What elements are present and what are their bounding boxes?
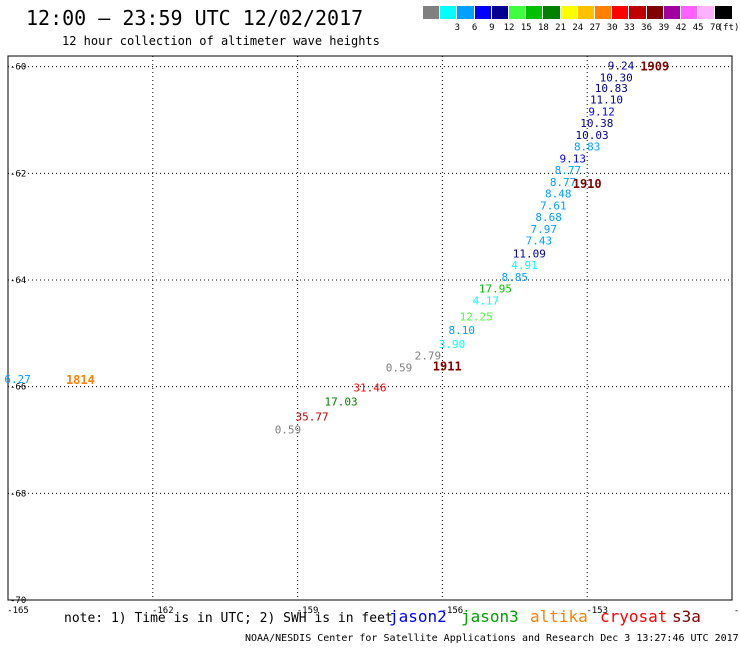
satellite-legend-item: jason2 [389,607,447,626]
wave-height-point: 0.59 [386,361,413,374]
scale-label: 3 [454,23,461,33]
wave-height-point: 11.09 [513,247,546,260]
pass-time-label: 1814 [66,373,95,387]
wave-height-point: 8.77 [555,164,582,177]
y-tick-label: -62 [10,169,26,179]
scale-swatch [440,6,458,19]
scale-swatch [612,6,630,19]
wave-height-point: 0.59 [275,423,302,436]
scale-label: 12 [503,23,515,33]
wave-height-point: 8.48 [545,188,572,201]
scale-label: 30 [606,23,618,33]
scale-swatch [423,6,441,19]
chart-subtitle: 12 hour collection of altimeter wave hei… [62,34,380,48]
x-tick-label: -15 [734,606,740,616]
wave-height-point: 8.77 [550,176,577,189]
wave-height-point: 10.30 [600,71,633,84]
units-note: note: 1) Time is in UTC; 2) SWH is in fe… [64,611,393,626]
y-tick-label: -68 [10,489,26,499]
pass-time-label: 1910 [573,177,602,191]
scale-label: 42 [675,23,687,33]
scale-label: 6 [471,23,478,33]
scale-unit: (ft) [717,23,740,33]
wave-height-point: 7.43 [526,235,553,248]
x-tick-label: -156 [442,606,464,616]
wave-height-point: 10.83 [595,82,628,95]
wave-height-point: 4.91 [511,259,538,272]
wave-height-point: 9.13 [559,152,586,165]
scale-swatch [629,6,647,19]
wave-height-point: 9.12 [588,105,615,118]
scale-swatch [509,6,527,19]
scale-swatch [543,6,561,19]
wave-height-point: 10.03 [575,129,608,142]
wave-height-point: 7.97 [531,223,558,236]
scale-label: 15 [520,23,532,33]
wave-height-point: 4.17 [473,294,500,307]
wave-height-point: 8.83 [574,141,601,154]
scale-label: 24 [572,23,584,33]
wave-height-point: 11.10 [590,94,623,107]
wave-height-point: 12.25 [460,310,493,323]
wave-height-point: 3.90 [439,338,466,351]
scale-swatch [663,6,681,19]
x-tick-label: -165 [7,606,29,616]
scale-label: 33 [623,23,635,33]
wave-height-point: 8.10 [448,324,475,337]
wave-height-point: 7.61 [540,199,567,212]
scale-label: 36 [641,23,653,33]
x-tick-label: -153 [586,606,608,616]
scale-label: 9 [489,23,495,33]
y-tick-label: -60 [10,63,26,73]
wave-height-point: 17.03 [324,396,357,409]
wave-height-point: 31.46 [353,382,386,395]
wave-height-point: 10.38 [580,117,613,130]
scale-swatch [646,6,664,19]
satellite-legend-item: altika [530,607,588,626]
plot-frame [7,55,733,601]
scale-swatch [560,6,578,19]
scale-label: 27 [589,23,601,33]
scale-label: 70 [709,23,721,33]
wave-height-point: 8.85 [502,271,529,284]
scale-swatch [491,6,509,19]
y-tick-label: -64 [10,276,26,286]
scale-swatch [715,6,733,19]
scale-swatch [698,6,716,19]
satellite-legend-item: cryosat [600,607,668,626]
wave-height-point: 17.95 [479,283,512,296]
scale-swatch [457,6,475,19]
scale-swatch [681,6,699,19]
wave-height-point: 9.24 [608,60,635,73]
scale-label: 39 [658,23,670,33]
scale-label: 18 [537,23,549,33]
satellite-legend-item: jason3 [461,607,519,626]
wave-height-point: 2.79 [415,350,442,363]
pass-time-label: 1909 [640,60,669,74]
scale-swatch [577,6,595,19]
wave-height-point: 35.77 [296,411,329,424]
chart-title: 12:00 – 23:59 UTC 12/02/2017 [26,6,364,30]
credit-line: NOAA/NESDIS Center for Satellite Applica… [245,633,739,644]
scale-label: 45 [692,23,704,33]
x-tick-label: -162 [152,606,174,616]
scale-swatch [595,6,613,19]
scale-label: 21 [555,23,567,33]
wave-height-point: 6.27 [4,373,31,386]
y-tick-label: -70 [10,596,26,606]
wave-height-point: 8.68 [535,211,562,224]
pass-time-label: 1911 [433,359,462,373]
scale-swatch [474,6,492,19]
satellite-legend-item: s3a [672,607,701,626]
y-tick-label: -66 [10,383,26,393]
x-tick-label: -159 [297,606,319,616]
scale-swatch [526,6,544,19]
